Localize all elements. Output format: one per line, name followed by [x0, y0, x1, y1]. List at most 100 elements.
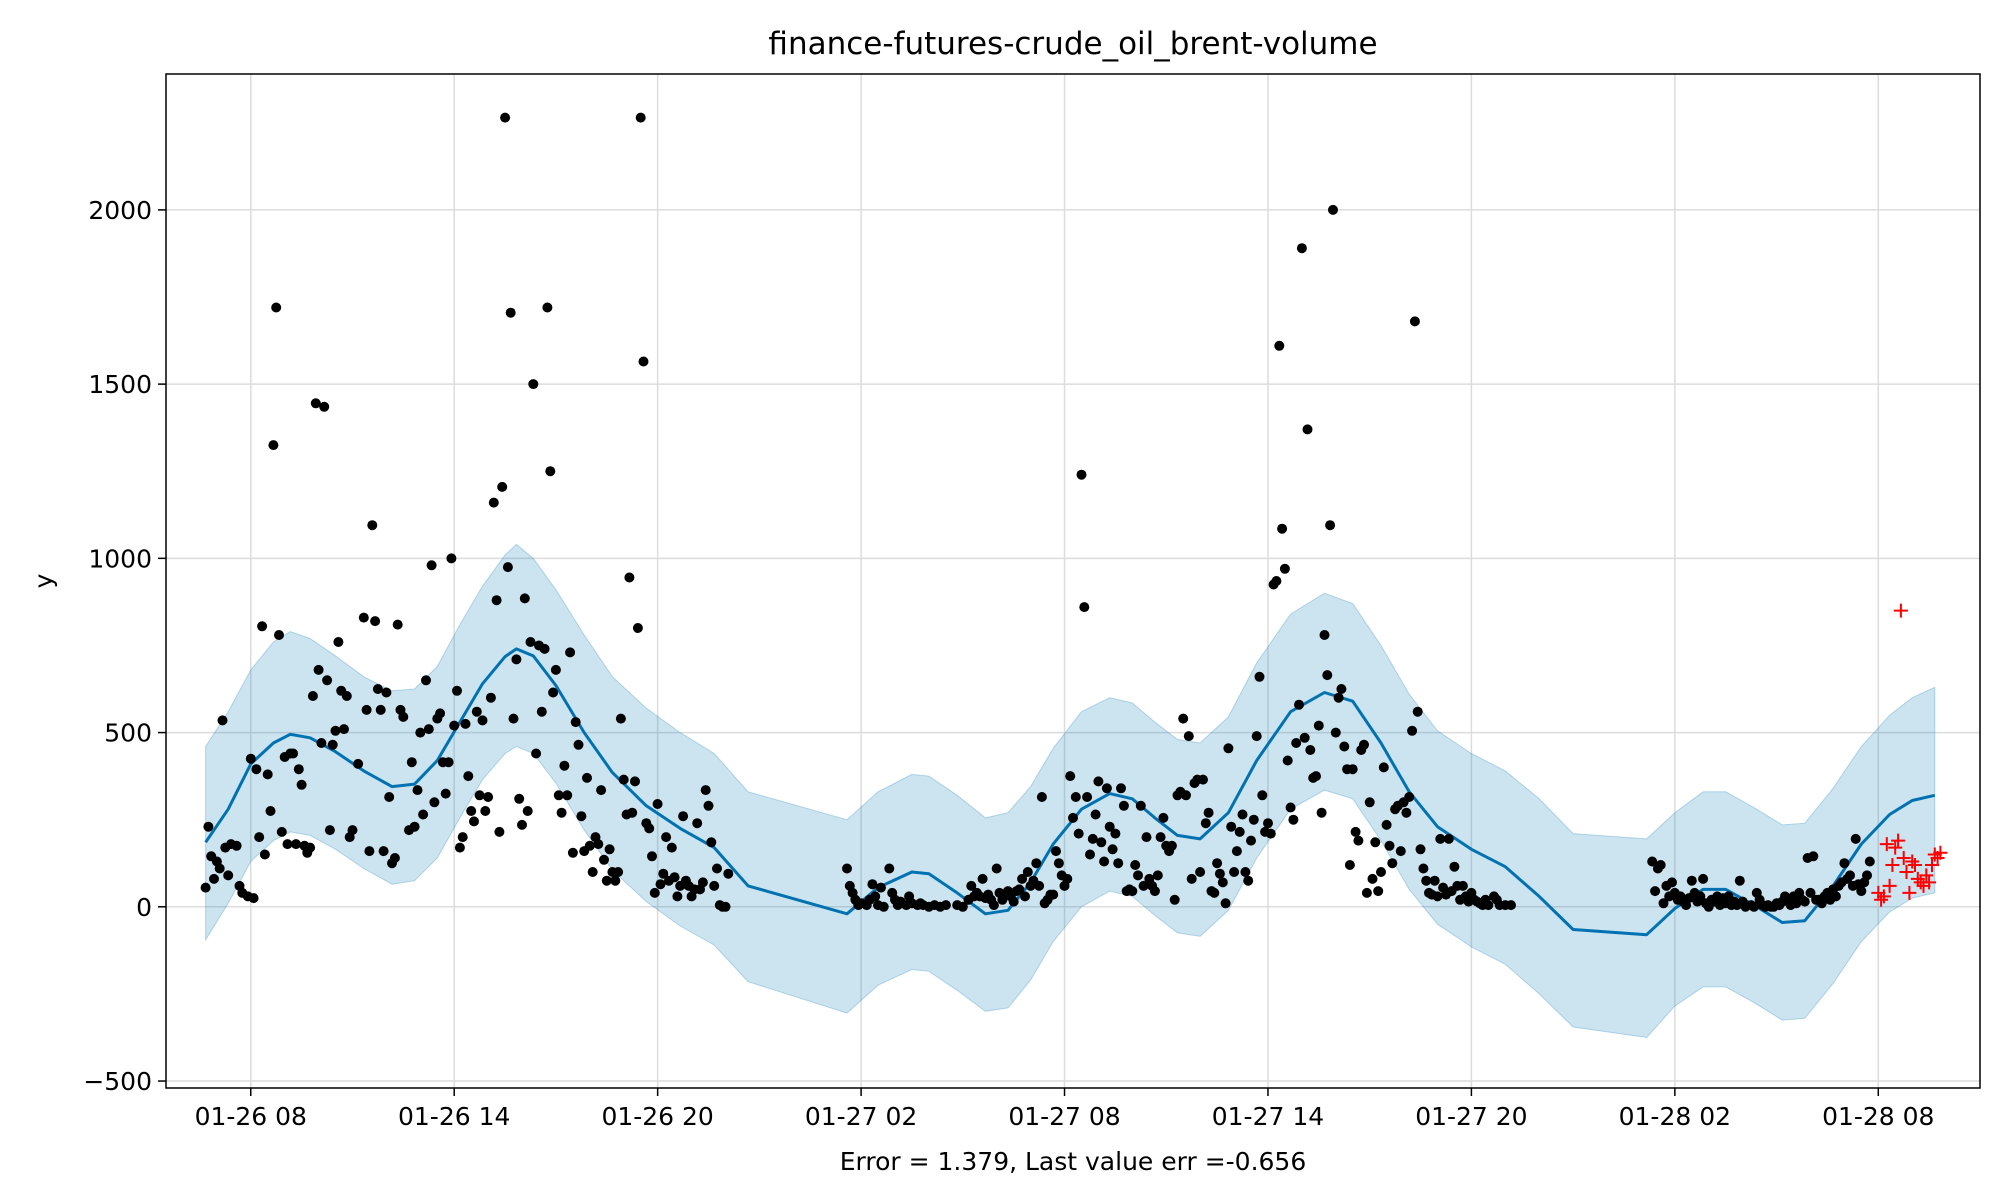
observed-point	[576, 811, 587, 822]
observed-point	[477, 715, 488, 726]
observed-point	[330, 725, 341, 736]
observed-point	[1051, 846, 1061, 857]
observed-point	[372, 684, 383, 694]
observed-point	[1186, 873, 1197, 884]
observed-point	[1381, 819, 1392, 830]
observed-point	[406, 757, 417, 768]
observed-point	[1353, 835, 1364, 846]
observed-point	[692, 818, 703, 829]
observed-point	[1282, 755, 1293, 766]
observed-point	[582, 772, 592, 783]
observed-point	[1418, 863, 1429, 874]
observed-point	[282, 839, 293, 850]
observed-point	[1805, 887, 1816, 898]
observed-point	[1017, 873, 1028, 884]
observed-point	[429, 797, 440, 808]
observed-point	[1223, 743, 1234, 754]
observed-point	[1686, 875, 1697, 886]
observed-point	[1311, 771, 1321, 782]
observed-point	[1158, 812, 1169, 823]
actual-future-point	[1874, 892, 1889, 907]
observed-point	[341, 691, 352, 701]
observed-point	[1107, 844, 1118, 855]
observed-point	[1082, 792, 1093, 802]
observed-point	[1316, 807, 1327, 818]
observed-point	[1265, 828, 1276, 839]
observed-point	[389, 853, 400, 863]
observed-point	[1364, 797, 1375, 808]
observed-point	[223, 870, 234, 881]
observed-point	[1036, 792, 1047, 802]
x-tick-label: 01-27 08	[1008, 1102, 1120, 1131]
observed-point	[1449, 861, 1460, 872]
observed-point	[1110, 828, 1121, 839]
x-tick-label: 01-28 08	[1822, 1102, 1934, 1131]
observed-point	[268, 440, 279, 451]
observed-point	[251, 764, 262, 775]
observed-point	[1421, 875, 1432, 886]
observed-point	[1014, 884, 1025, 895]
observed-point	[519, 593, 530, 604]
observed-point	[203, 821, 214, 832]
observed-point	[259, 849, 270, 860]
observed-point	[1376, 867, 1386, 877]
observed-point	[291, 839, 301, 850]
observed-point	[627, 807, 638, 818]
observed-point	[502, 562, 513, 573]
actual-future-point	[1891, 833, 1906, 848]
observed-point	[649, 887, 660, 898]
observed-point	[1373, 886, 1384, 897]
observed-point	[1116, 783, 1126, 794]
observed-point	[593, 839, 604, 850]
plot-frame	[165, 73, 1981, 1089]
observed-point	[358, 612, 369, 623]
observed-point	[1407, 725, 1418, 736]
observed-point	[483, 792, 494, 802]
observed-point	[1322, 670, 1333, 681]
observed-point	[1090, 809, 1101, 820]
observed-point	[333, 637, 344, 647]
observed-point	[1181, 790, 1191, 801]
observed-point	[1305, 745, 1316, 755]
actual-future-point	[1882, 878, 1897, 893]
observed-point	[1085, 849, 1095, 860]
observed-point	[991, 863, 1002, 874]
observed-point	[440, 788, 451, 799]
observed-point	[361, 704, 372, 715]
observed-point	[1203, 807, 1214, 818]
observed-point	[1404, 792, 1415, 802]
observed-point	[1650, 886, 1661, 897]
observed-point	[1135, 800, 1146, 811]
x-tick-label: 01-27 02	[805, 1102, 917, 1131]
observed-point	[1240, 867, 1251, 877]
observed-point	[644, 823, 655, 834]
observed-point	[565, 647, 576, 658]
observed-point	[435, 708, 446, 719]
observed-point	[274, 630, 284, 640]
observed-point	[666, 842, 677, 853]
observed-point	[525, 637, 536, 647]
observed-point	[511, 654, 522, 665]
observed-point	[423, 724, 434, 735]
observed-point	[706, 837, 717, 848]
y-tick-label: 1500	[88, 370, 152, 399]
observed-point	[630, 776, 640, 787]
actual-future-point	[1888, 840, 1903, 855]
observed-point	[1062, 873, 1073, 884]
observed-point	[1065, 771, 1076, 782]
observed-point	[1138, 880, 1149, 891]
x-tick-label: 01-26 20	[601, 1102, 713, 1131]
observed-point	[709, 880, 720, 891]
x-tick-label: 01-26 14	[398, 1102, 510, 1131]
observed-point	[505, 307, 516, 318]
observed-point	[658, 868, 669, 879]
observed-point	[1647, 856, 1658, 867]
observed-point	[536, 706, 547, 717]
y-axis-label: y	[29, 573, 58, 588]
observed-point	[1299, 732, 1310, 743]
observed-point	[1667, 877, 1677, 888]
observed-point	[1155, 832, 1166, 843]
observed-point	[1288, 814, 1299, 825]
observed-point	[384, 792, 395, 802]
observed-point	[1313, 720, 1324, 731]
